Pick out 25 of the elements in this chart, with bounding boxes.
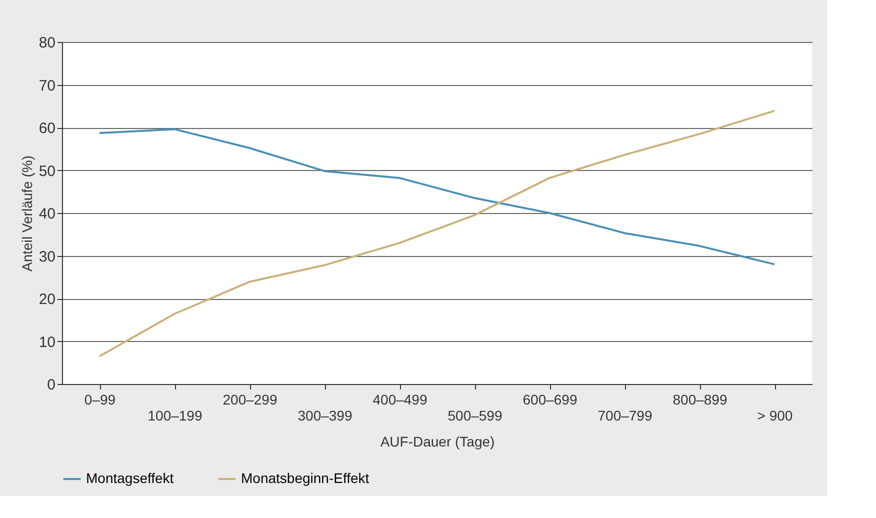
line-series <box>98 128 776 266</box>
x-tick-label: 600–699 <box>522 392 578 408</box>
y-tick-label: 60 <box>38 120 56 137</box>
y-tick-label: 20 <box>38 291 56 308</box>
x-tick-label: 500–599 <box>448 408 502 424</box>
x-tick-label: > 900 <box>757 408 793 424</box>
x-tick-label: 200–299 <box>222 392 278 408</box>
x-tick-label: 400–499 <box>372 392 428 408</box>
y-tick-label: 70 <box>38 77 56 94</box>
y-tick-label: 0 <box>47 376 56 394</box>
x-tick-label: 100–199 <box>148 408 202 424</box>
y-tick-label: 40 <box>38 206 56 222</box>
y-tick-label: 10 <box>38 334 56 351</box>
x-tick-label: 0–99 <box>84 392 116 408</box>
y-tick-label: 30 <box>38 248 56 266</box>
x-axis-title: AUF-Dauer (Tage) <box>380 434 495 450</box>
legend-label: Montagseffekt <box>86 470 174 486</box>
x-tick-label: 300–399 <box>298 408 352 424</box>
y-axis-title: Anteil Verläufe (%) <box>18 156 35 272</box>
line-series <box>98 110 776 358</box>
y-tick-label: 80 <box>38 34 56 52</box>
legend-label: Monatsbeginn-Effekt <box>241 470 370 486</box>
x-tick-label: 700–799 <box>598 408 652 424</box>
x-tick-label: 800–899 <box>672 392 728 408</box>
y-tick-label: 50 <box>38 162 56 180</box>
